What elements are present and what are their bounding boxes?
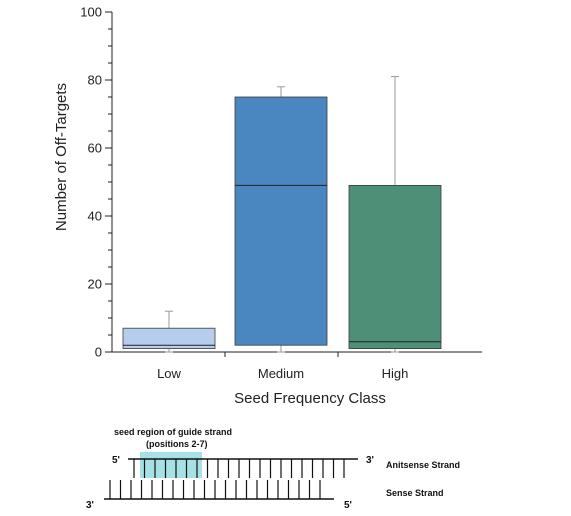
y-tick-label: 60 [88, 141, 102, 156]
seed-region-label-line2: (positions 2-7) [146, 439, 208, 449]
y-tick-label: 80 [88, 73, 102, 88]
antisense-3prime-label: 3' [366, 455, 374, 466]
sirna-duplex-diagram: seed region of guide strand (positions 2… [86, 427, 460, 511]
sense-strand-label: Sense Strand [386, 488, 444, 498]
sense-5prime-label: 5' [344, 500, 352, 511]
box-medium [234, 96, 328, 346]
antisense-bases [133, 459, 345, 478]
antisense-5prime-label: 5' [112, 455, 120, 466]
x-tick-label: Low [157, 366, 181, 381]
x-tick-label: High [382, 366, 409, 381]
y-axis-title: Number of Off-Targets [53, 83, 70, 231]
y-tick-label: 0 [95, 345, 102, 360]
x-tick-label: Medium [258, 366, 304, 381]
antisense-strand-label: Anitsense Strand [386, 460, 460, 470]
y-tick-label: 40 [88, 209, 102, 224]
y-tick-label: 20 [88, 277, 102, 292]
seed-region-label-line1: seed region of guide strand [114, 427, 232, 437]
x-axis-title: Seed Frequency Class [234, 390, 386, 407]
sense-bases [109, 480, 321, 499]
sense-3prime-label: 3' [86, 500, 94, 511]
box-plot: 0 20 40 60 80 100 Low Medium High [80, 5, 482, 381]
seed-region-highlight [140, 452, 202, 478]
y-tick-label: 100 [80, 5, 102, 20]
box-high [348, 184, 442, 349]
box-low [122, 327, 216, 350]
